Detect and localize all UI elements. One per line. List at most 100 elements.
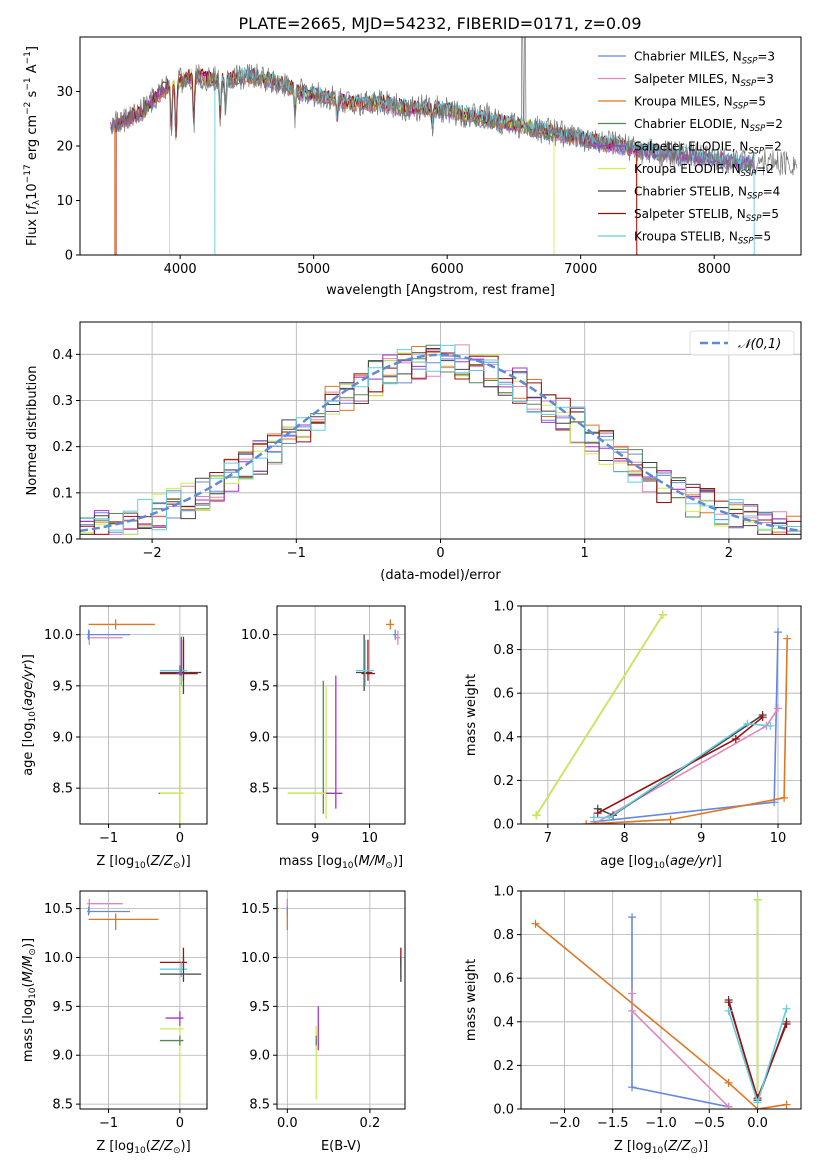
mass-weight-marker <box>773 628 782 637</box>
legend-label: Kroupa MILES, NSSP=5 <box>634 95 766 112</box>
y-tick-label: 0.1 <box>52 486 73 501</box>
mass-weight-marker <box>773 704 782 713</box>
y-tick-label: 30 <box>56 85 73 100</box>
mass-weight-marker <box>593 809 602 818</box>
mass-weight-line-kroupa_stelib <box>593 722 771 819</box>
plot-area <box>532 610 792 824</box>
y-tick-label: 0.2 <box>493 774 514 789</box>
mass-weight-marker <box>628 989 637 998</box>
errorbar-salpeter_miles <box>87 630 123 645</box>
y-tick-label: 9.0 <box>249 1049 270 1064</box>
panel-age-vs-mass: 9 10 8.5 9.0 9.5 10.0 mass [log10(M/M⊙)] <box>241 605 406 871</box>
mass-weight-marker <box>758 713 767 722</box>
mass-weight-marker <box>780 793 789 802</box>
mass-weight-marker <box>753 895 762 904</box>
normal-reference-curve <box>80 353 801 533</box>
errorbar-chabrier_miles <box>393 629 398 640</box>
x-tick-label: 5000 <box>297 262 330 277</box>
y-axis-label: age [log10(age/yr)] <box>21 654 38 776</box>
legend-label: Chabrier STELIB, NSSP=4 <box>634 185 780 202</box>
y-tick-label: 0 <box>65 249 73 264</box>
mass-weight-marker <box>724 1006 733 1015</box>
axes-frame <box>79 605 208 825</box>
mass-weight-marker <box>782 1100 791 1109</box>
y-tick-label: 0.6 <box>493 687 514 702</box>
y-tick-label: 9.0 <box>52 731 73 746</box>
y-tick-label: 9.0 <box>52 1049 73 1064</box>
y-tick-label: 10.0 <box>241 951 270 966</box>
x-tick-label: 9 <box>697 831 705 846</box>
panel-age-vs-Z: −1 0 8.5 9.0 9.5 10.0 Z [log10(Z/Z⊙)] age [log1… <box>21 605 208 871</box>
errorbar-chabrier_elodie <box>159 1035 184 1046</box>
x-tick-label: −2.0 <box>549 1116 581 1131</box>
y-axis-label: mass weight <box>464 674 479 756</box>
x-tick-label: 0.0 <box>747 1116 768 1131</box>
plot-area <box>80 344 801 535</box>
y-tick-label: 8.5 <box>52 782 73 797</box>
mass-weight-marker <box>731 734 740 743</box>
legend-label: Kroupa ELODIE, NSSP=2 <box>634 162 774 179</box>
y-tick-label: 9.5 <box>52 679 73 694</box>
x-axis-label: Z [log10(Z/Z⊙)] <box>96 854 190 871</box>
panel-spectrum: 4000 5000 6000 7000 8000 0 10 20 30 wavelength [A… <box>23 36 802 298</box>
y-tick-label: 1.0 <box>493 885 514 900</box>
mass-weight-marker <box>724 998 733 1007</box>
x-tick-label: −1 <box>99 1116 118 1131</box>
mass-weight-line-chabrier_miles <box>631 917 729 1108</box>
legend-item-salpeter_stelib: Salpeter STELIB, NSSP=5 <box>598 207 779 224</box>
mass-weight-marker <box>628 1083 637 1092</box>
x-axis-label: wavelength [Angstrom, rest frame] <box>326 283 555 298</box>
y-tick-label: 0.4 <box>52 348 73 363</box>
mass-weight-marker <box>628 1006 637 1015</box>
y-tick-label: 0.2 <box>52 440 73 455</box>
axes-frame <box>79 890 208 1110</box>
x-tick-label: 0 <box>176 1116 184 1131</box>
mass-weight-marker <box>582 820 591 824</box>
x-tick-label: −0.5 <box>693 1116 725 1131</box>
legend-item-chabrier_elodie: Chabrier ELODIE, NSSP=2 <box>598 117 783 134</box>
errorbar-salpeter_stelib <box>159 639 198 681</box>
legend-item-chabrier_miles: Chabrier MILES, NSSP=3 <box>598 50 775 67</box>
plot-area <box>87 898 202 1100</box>
mass-weight-marker <box>531 919 540 928</box>
legend-label: Salpeter MILES, NSSP=3 <box>634 72 774 89</box>
mass-weight-line-kroupa_miles <box>534 923 787 1109</box>
errorbar-chabrier_stelib <box>159 636 202 695</box>
legend-item-salpeter_elodie: Salpeter ELODIE, NSSP=2 <box>598 140 782 157</box>
mass-weight-marker <box>666 815 675 824</box>
legend-item-kroupa_stelib: Kroupa STELIB, NSSP=5 <box>598 230 771 247</box>
axes-frame <box>520 605 802 825</box>
axes-frame <box>276 890 406 1110</box>
y-tick-label: 9.0 <box>249 731 270 746</box>
legend-label: Salpeter STELIB, NSSP=5 <box>634 207 779 224</box>
legend-item-salpeter_miles: Salpeter MILES, NSSP=3 <box>598 72 774 89</box>
y-tick-label: 0.2 <box>493 1059 514 1074</box>
errorbar-kroupa_miles <box>88 619 155 630</box>
mass-weight-marker <box>783 634 792 643</box>
mass-weight-marker <box>782 1004 791 1013</box>
errorbar-kroupa_stelib <box>355 639 374 686</box>
errorbar-chabrier_stelib <box>159 957 202 982</box>
mass-weight-marker <box>743 719 752 728</box>
mass-weight-line-kroupa_miles <box>586 638 788 824</box>
errorbar-kroupa_elodie <box>287 685 332 819</box>
y-tick-label: 10.0 <box>44 951 73 966</box>
errorbar-salpeter_stelib <box>361 639 376 681</box>
legend-label: Chabrier ELODIE, NSSP=2 <box>634 117 783 134</box>
plot-area <box>531 895 791 1109</box>
x-tick-label: −2 <box>143 546 162 561</box>
errorbar-kroupa_elodie <box>159 675 184 824</box>
x-tick-label: −1 <box>287 546 306 561</box>
panel-mass-vs-EBV: 0.0 0.2 8.5 9.0 9.5 10.0 10.5 E(B-V) <box>241 890 406 1154</box>
y-tick-label: 0.0 <box>52 533 73 548</box>
y-tick-label: 0.3 <box>52 394 73 409</box>
x-tick-label: 9 <box>311 831 319 846</box>
errorbar-kroupa_miles <box>385 619 395 630</box>
y-tick-label: 10.5 <box>44 902 73 917</box>
legend-item-kroupa_miles: Kroupa MILES, NSSP=5 <box>598 95 766 112</box>
histogram-kroupa_stelib <box>80 344 801 531</box>
y-tick-label: 10.0 <box>44 628 73 643</box>
x-tick-label: 10 <box>770 831 787 846</box>
